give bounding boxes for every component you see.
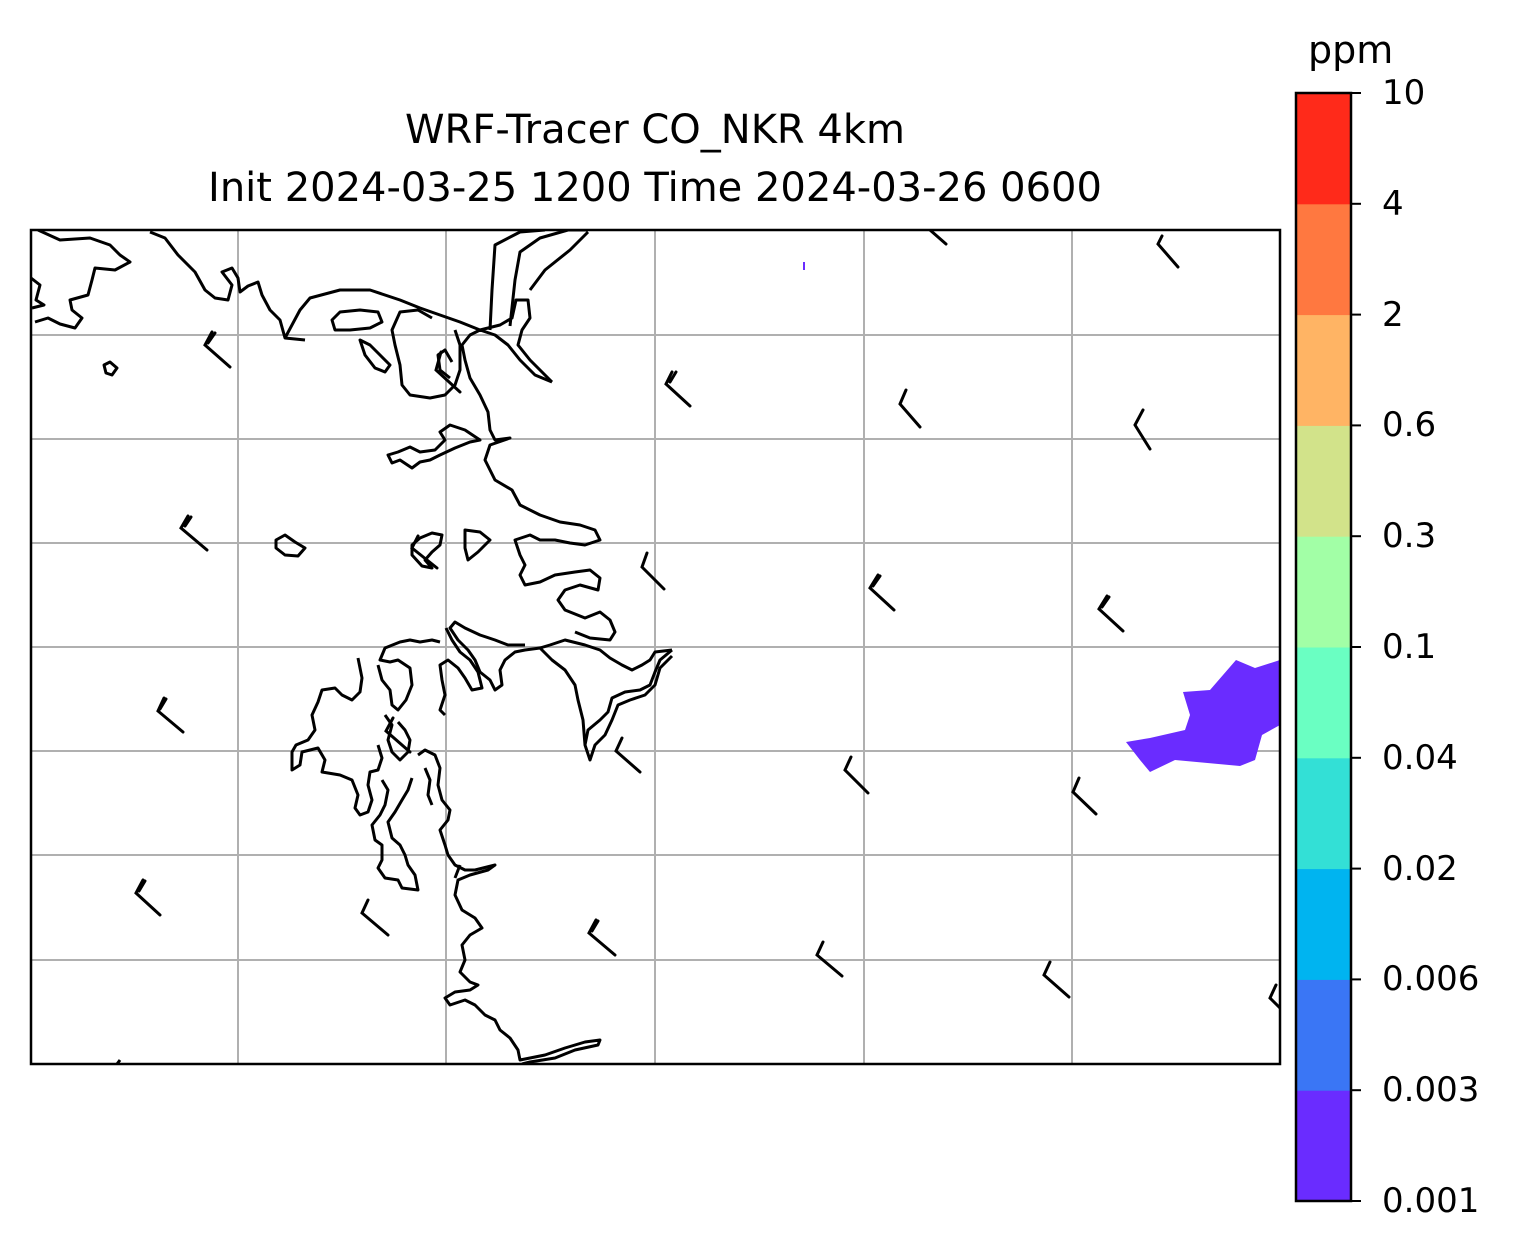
wind-barb-icon	[1156, 234, 1180, 269]
colorbar-segment	[1296, 1090, 1351, 1202]
colorbar-tick-label: 0.006	[1382, 959, 1480, 1000]
wind-barb-icon	[587, 918, 617, 957]
colorbar-segment	[1296, 536, 1351, 648]
colorbar-tick-label: 0.6	[1382, 405, 1437, 446]
wind-barb-icon	[203, 330, 232, 369]
wind-barb-icon	[843, 755, 870, 795]
colorbar-segment	[1296, 647, 1351, 759]
map-panel	[29, 228, 1282, 1066]
wind-barb-icon	[384, 716, 412, 754]
colorbar-unit-label: ppm	[1308, 28, 1394, 72]
colorbar-segment	[1296, 868, 1351, 980]
colorbar-segment	[1296, 979, 1351, 1091]
map-title: WRF-Tracer CO_NKR 4km	[404, 107, 906, 153]
colorbar-tick-label: 0.3	[1382, 516, 1437, 557]
map-frame	[29, 228, 1282, 1066]
wind-barb-icon	[134, 878, 162, 917]
colorbar-segment	[1296, 757, 1351, 870]
colorbar-tick-label: 0.04	[1382, 737, 1458, 778]
colorbar-segment	[1296, 314, 1351, 426]
wind-barb-icon	[868, 573, 896, 612]
colorbar-segment	[1296, 203, 1351, 316]
colorbar-tick-label: 10	[1382, 73, 1426, 113]
wind-barb-icon	[156, 696, 185, 734]
wind-barb-icon	[664, 370, 692, 408]
wind-barb-icon	[1097, 594, 1125, 633]
gridlines	[31, 230, 1280, 1064]
colorbar-tick-label: 4	[1382, 183, 1404, 224]
wind-barb-icon	[815, 940, 844, 978]
colorbar-tick-label: 0.02	[1382, 848, 1458, 889]
wind-barb-icon	[179, 514, 209, 552]
wind-barb-icon	[1071, 776, 1098, 816]
wind-barb-icon	[928, 230, 948, 246]
wind-barb-icon	[410, 534, 439, 570]
colorbar-segment	[1296, 93, 1351, 205]
wind-barb-icon	[1133, 408, 1152, 451]
coastlines	[31, 230, 674, 1064]
map-subtitle: Init 2024-03-25 1200 Time 2024-03-26 060…	[208, 165, 1102, 211]
wind-barb-icon	[640, 551, 666, 591]
wind-barb-icon	[1268, 983, 1280, 1010]
wind-barb-icon	[434, 350, 462, 394]
wind-barb-icon	[1042, 960, 1071, 999]
wind-barbs	[134, 230, 1280, 1010]
wind-barb-icon	[898, 388, 922, 429]
colorbar-segment	[1296, 425, 1351, 537]
colorbar-tick-label: 0.001	[1382, 1181, 1480, 1221]
tracer-plume	[1126, 660, 1280, 772]
colorbar-tick-label: 0.003	[1382, 1070, 1480, 1111]
colorbar-tick-label: 0.1	[1382, 627, 1437, 667]
colorbar-tick-label: 2	[1382, 294, 1404, 335]
wind-barb-icon	[360, 898, 390, 937]
wind-barb-icon	[614, 736, 642, 774]
tracer-speck	[803, 262, 805, 270]
